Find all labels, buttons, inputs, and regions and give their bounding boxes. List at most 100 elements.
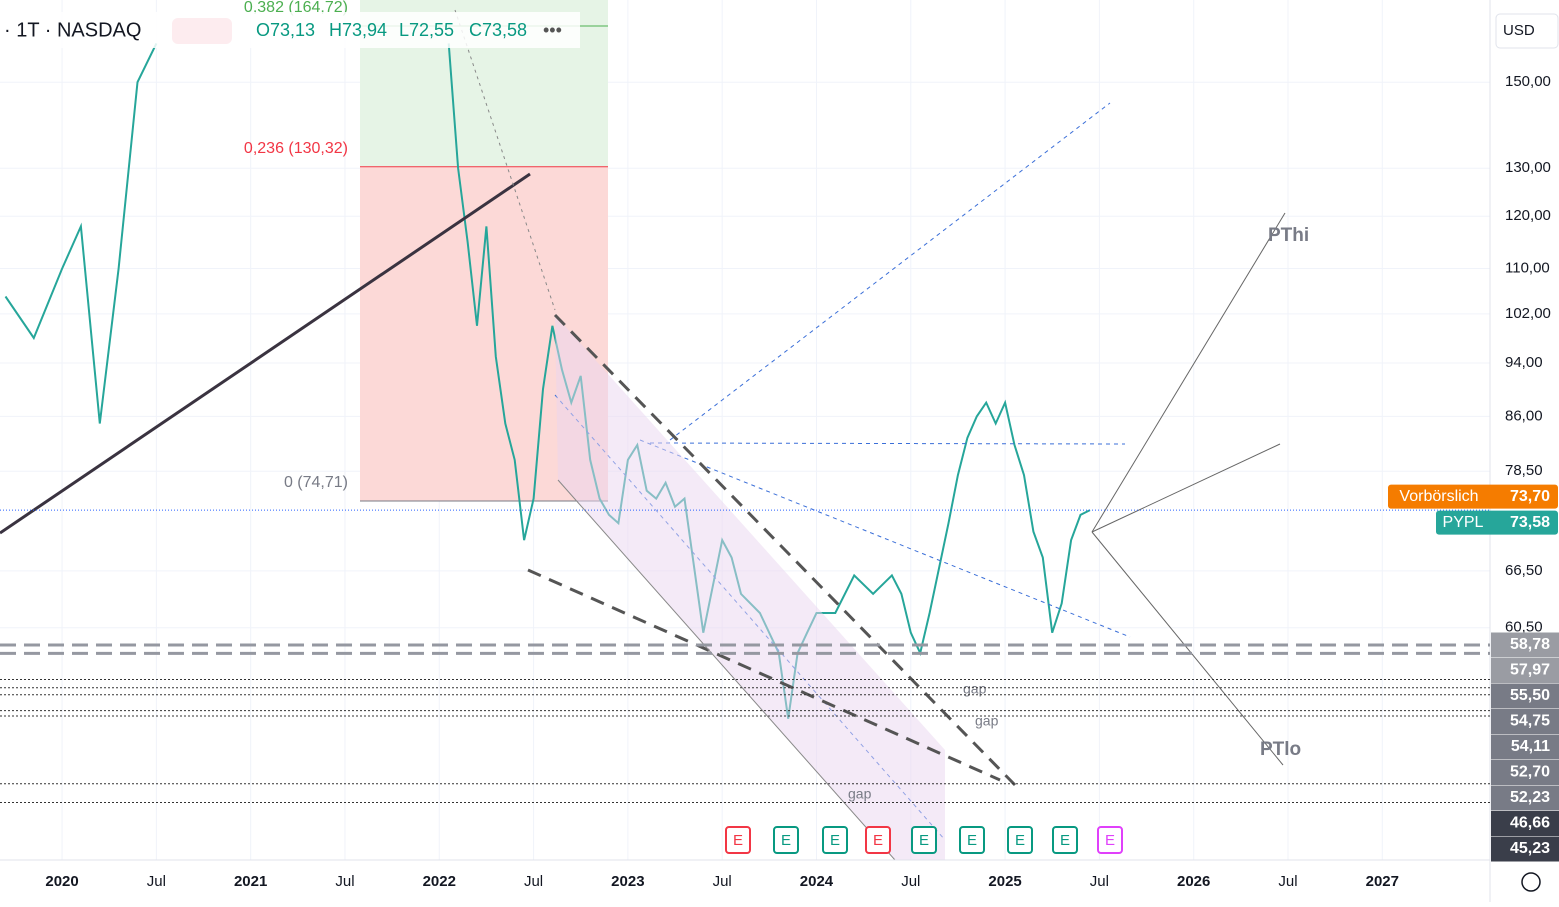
earnings-marker[interactable] [1097, 826, 1123, 854]
price-tag [1491, 658, 1559, 683]
x-tick-label: Jul [147, 873, 166, 890]
price-tag-label: 45,23 [1510, 840, 1550, 857]
earnings-marker[interactable] [822, 826, 848, 854]
price-tag-label: 55,50 [1510, 687, 1550, 704]
price-tag [1491, 683, 1559, 709]
y-tick-label: 66,50 [1505, 562, 1543, 579]
earnings-label: E [733, 832, 743, 849]
earnings-label: E [919, 832, 929, 849]
y-tick-label: 130,00 [1505, 159, 1551, 176]
symbol[interactable]: · 1T · NASDAQ [4, 19, 141, 41]
earnings-label: E [967, 832, 977, 849]
price-tag-label: 52,70 [1510, 764, 1550, 781]
y-tick-label: 94,00 [1505, 354, 1543, 371]
x-tick-label: 2025 [988, 873, 1021, 890]
price-tag-label: 57,97 [1510, 662, 1550, 679]
open: O73,13 [256, 20, 315, 40]
price-tag [1491, 836, 1559, 862]
x-tick-label: Jul [1278, 873, 1297, 890]
settings-icon[interactable] [1521, 872, 1541, 892]
price-tag-label: 52,23 [1510, 789, 1550, 806]
earnings-label: E [1015, 832, 1025, 849]
price-tag [1491, 709, 1559, 734]
label: gap [963, 681, 987, 697]
y-tick-label: 110,00 [1505, 260, 1550, 277]
earnings-label: E [1105, 832, 1115, 849]
earnings-marker[interactable] [865, 826, 891, 854]
high: H73,94 [329, 20, 387, 40]
channel [555, 315, 945, 860]
trendline [649, 442, 1126, 445]
earnings-label: E [830, 832, 840, 849]
projection [1091, 443, 1281, 533]
x-tick-label: 2024 [800, 873, 834, 890]
x-tick-label: Jul [713, 873, 732, 890]
x-tick-label: 2026 [1177, 873, 1210, 890]
trendline [527, 568, 1001, 782]
x-tick-label: Jul [524, 873, 543, 890]
trendline [0, 172, 531, 535]
y-tick-label: 150,00 [1505, 73, 1551, 90]
y-tick-label: 60,50 [1505, 619, 1543, 636]
y-tick-label: 102,00 [1505, 305, 1551, 322]
earnings-label: E [873, 832, 883, 849]
price-pill-value: 73,70 [1510, 488, 1550, 505]
low: L72,55 [399, 20, 454, 40]
x-tick-label: Jul [335, 873, 354, 890]
trendline [557, 479, 896, 861]
x-tick-label: 2022 [423, 873, 456, 890]
projection [1091, 212, 1286, 533]
earnings-marker[interactable] [911, 826, 937, 854]
price-pill [1388, 484, 1558, 509]
price-tag-label: 46,66 [1510, 815, 1550, 832]
earnings-marker[interactable] [725, 826, 751, 854]
price-tag [1491, 632, 1559, 658]
price-pill-value: 73,58 [1510, 514, 1550, 531]
more[interactable]: ••• [543, 20, 562, 40]
earnings-label: E [781, 832, 791, 849]
time-axis [0, 860, 1490, 902]
currency-button[interactable] [1495, 13, 1559, 49]
price-tag [1491, 811, 1559, 836]
fib-label: 0,236 (130,32) [244, 140, 348, 157]
x-tick-label: Jul [901, 873, 920, 890]
price-tag-label: 54,11 [1511, 738, 1550, 755]
price-tag [1491, 785, 1559, 811]
trendline [639, 439, 1131, 638]
x-tick-label: 2023 [611, 873, 644, 890]
label: PThi [1268, 225, 1309, 246]
price-pill-name: Vorbörslich [1399, 488, 1478, 505]
earnings-marker[interactable] [1007, 826, 1033, 854]
earnings-marker[interactable] [773, 826, 799, 854]
price-tag-label: 54,75 [1510, 713, 1550, 730]
earnings-marker[interactable] [959, 826, 985, 854]
label: PTlo [1260, 739, 1301, 760]
label: gap [848, 786, 872, 802]
x-tick-label: 2021 [234, 873, 267, 890]
y-tick-label: 86,00 [1505, 407, 1543, 424]
x-tick-label: 2027 [1366, 873, 1399, 890]
y-tick-label: 120,00 [1505, 207, 1551, 224]
y-tick-label: 78,50 [1505, 462, 1543, 479]
trendline [553, 313, 1017, 787]
legend-bg [0, 12, 580, 48]
x-tick-label: 2020 [45, 873, 78, 890]
currency[interactable]: USD [1503, 22, 1535, 39]
price-tag [1491, 760, 1559, 785]
legend: · 1T · NASDAQ O73,13 H73,94 L72,55 C73,5… [0, 12, 580, 48]
price-pill [1436, 510, 1558, 535]
price-pill-name: PYPL [1443, 514, 1484, 531]
price-tag [1491, 734, 1559, 760]
earnings-label: E [1060, 832, 1070, 849]
earnings-marker[interactable] [1052, 826, 1078, 854]
x-tick-label: Jul [1090, 873, 1109, 890]
projection [1091, 531, 1284, 766]
fib-label: 0 (74,71) [284, 474, 348, 491]
label: gap [975, 713, 999, 729]
status-badge[interactable] [172, 18, 232, 44]
drawings: PThi PTlo gap gap gap [0, 9, 1309, 861]
price-tag-label: 58,78 [1510, 636, 1550, 653]
close: C73,58 [469, 20, 527, 40]
